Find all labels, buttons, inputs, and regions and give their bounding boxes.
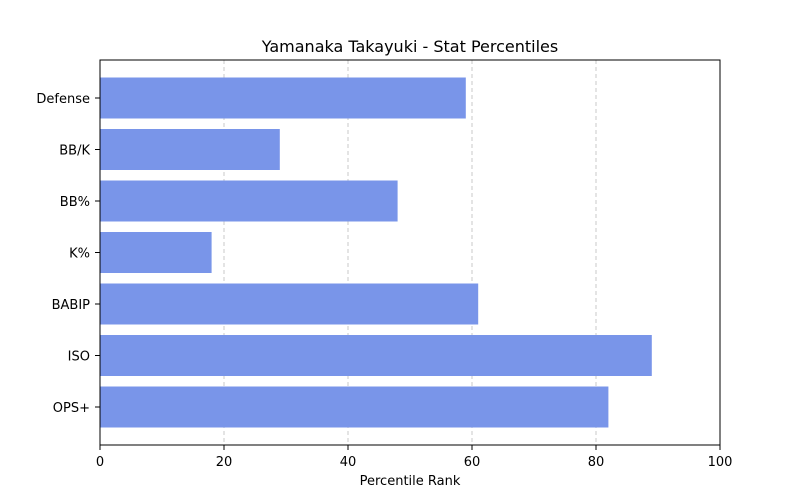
bar-babip [100,283,479,325]
y-tick-label: BABIP [52,298,91,313]
bar-ops [100,386,609,428]
y-axis-ticks: OPS+ ISO BABIP K% BB% BB/K Defense [36,92,100,416]
x-tick-label: 100 [708,455,733,470]
y-tick-label: BB/K [59,144,90,159]
bar-bb-k [100,129,280,170]
bar-bb [100,180,398,222]
bars [100,77,652,428]
y-tick-label: K% [69,247,90,262]
y-tick-label: Defense [36,92,90,107]
x-tick-label: 40 [340,455,357,470]
bar-k [100,232,212,273]
x-tick-label: 60 [464,455,481,470]
y-tick-label: BB% [60,195,90,210]
y-tick-label: OPS+ [53,401,90,416]
y-tick-label: ISO [68,350,90,365]
x-tick-label: 80 [588,455,605,470]
bar-defense [100,77,466,119]
x-axis-title: Percentile Rank [360,474,461,489]
x-tick-label: 20 [216,455,233,470]
x-tick-label: 0 [96,455,104,470]
bar-iso [100,335,652,376]
grid-lines [223,60,597,445]
x-axis-ticks: 0 20 40 60 80 100 [96,445,733,470]
chart-title: Yamanaka Takayuki - Stat Percentiles [261,37,558,56]
